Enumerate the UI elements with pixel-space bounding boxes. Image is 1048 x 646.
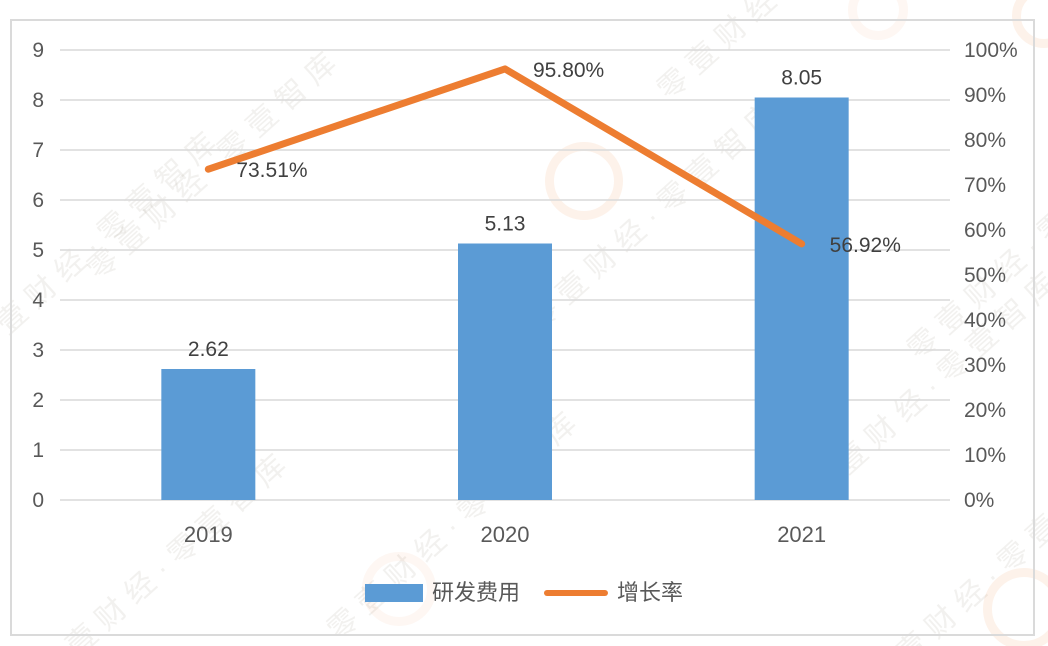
bar-data-label: 8.05 [781,67,822,90]
bar-data-label: 5.13 [485,213,526,236]
growth-rate-line [204,65,806,248]
left-axis-tick-label: 5 [32,239,44,262]
left-axis-tick-label: 7 [32,139,44,162]
legend-label-bar-series: 研发费用 [431,580,520,605]
right-axis-tick-label: 100% [964,39,1018,62]
x-axis-category-label: 2020 [481,522,530,547]
left-axis-tick-label: 9 [32,39,44,62]
left-axis-tick-label: 4 [32,289,44,312]
right-axis-tick-label: 70% [964,174,1006,197]
legend-item-bar-series: 研发费用 [364,580,520,605]
bar [458,243,552,500]
legend: 研发费用 增长率 [364,580,683,605]
right-axis-tick-label: 50% [964,264,1006,287]
legend-label-line-series: 增长率 [617,580,684,605]
right-axis-tick-label: 90% [964,84,1006,107]
left-axis-tick-label: 0 [32,489,44,512]
right-axis-tick-label: 60% [964,219,1006,242]
right-axis-tick-label: 30% [964,354,1006,377]
bar [754,97,849,500]
line-data-label: 73.51% [236,159,307,182]
line-data-label: 95.80% [533,59,604,82]
bar [161,369,256,500]
left-axis-tick-label: 8 [32,89,44,112]
bar-series-swatch [364,584,423,602]
right-axis-tick-label: 0% [964,489,994,512]
legend-item-line-series: 增长率 [544,582,683,604]
left-axis-tick-label: 3 [32,339,44,362]
left-axis-tick-label: 6 [32,189,44,212]
right-axis-tick-label: 40% [964,309,1006,332]
bar-data-label: 2.62 [188,338,229,361]
line-series-swatch [544,590,608,596]
right-axis-tick-label: 20% [964,399,1006,422]
right-axis-tick-label: 80% [964,129,1006,152]
chart-frame [10,19,1035,636]
x-axis-category-label: 2021 [777,522,826,547]
left-axis-tick-label: 1 [32,439,44,462]
right-axis-tick-label: 10% [964,444,1006,467]
x-axis-category-label: 2019 [184,522,233,547]
line-data-label: 56.92% [830,234,901,257]
left-axis-tick-label: 2 [32,389,44,412]
